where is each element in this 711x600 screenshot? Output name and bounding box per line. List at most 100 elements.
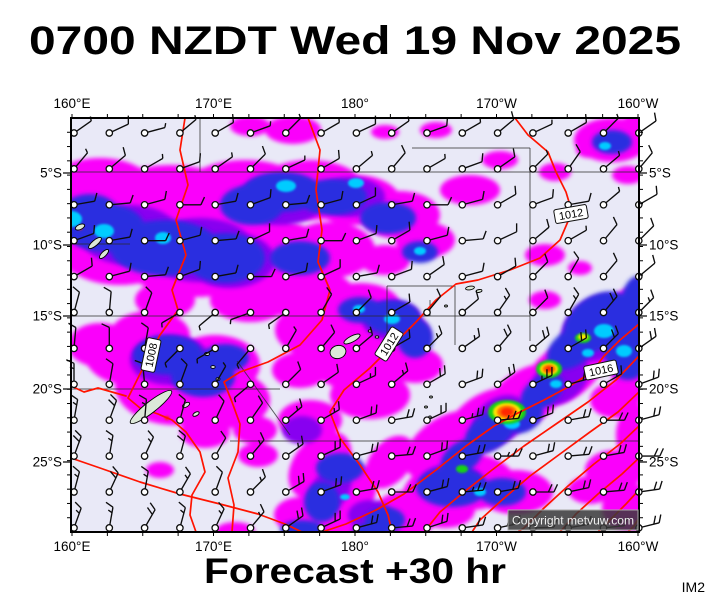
wind-barb <box>211 192 239 209</box>
wind-barb <box>105 147 127 173</box>
wind-barb <box>281 194 311 209</box>
wind-barb <box>281 435 304 460</box>
wind-barb <box>211 152 234 173</box>
wind-barb <box>105 228 133 245</box>
wind-barb <box>176 260 202 281</box>
wind-barb <box>103 286 114 317</box>
wind-barb <box>529 326 550 353</box>
wind-barb <box>352 366 377 389</box>
wind-barb <box>352 479 380 496</box>
wind-barb <box>352 289 372 317</box>
wind-barb <box>70 148 89 173</box>
wind-barb <box>458 327 481 353</box>
wind-barb <box>105 393 118 425</box>
wind-barb <box>176 153 202 173</box>
wind-barb <box>317 190 344 209</box>
wind-barb <box>387 293 411 317</box>
wind-barb <box>458 153 484 173</box>
pressure-label: 1008 <box>140 337 162 373</box>
wind-barb <box>317 476 343 496</box>
wind-barb <box>281 155 306 173</box>
wind-barb <box>105 429 114 460</box>
wind-barb <box>423 365 446 389</box>
wind-barb <box>105 194 134 209</box>
copyright-text: Copyright metvuw.com <box>512 514 634 528</box>
wind-barb <box>423 256 445 281</box>
wind-barb <box>140 190 168 209</box>
wind-barb <box>564 479 592 496</box>
wind-barb <box>70 394 79 425</box>
wind-barb <box>317 438 341 460</box>
wind-barb <box>599 412 629 425</box>
wind-barb <box>529 218 550 245</box>
wind-barb <box>138 394 149 425</box>
wind-barb <box>599 216 618 245</box>
wind-barb <box>246 503 265 532</box>
wind-barb <box>317 324 336 353</box>
wind-barb <box>423 226 450 245</box>
wind-barb <box>423 402 447 425</box>
wind-barb <box>529 404 555 425</box>
wind-barb <box>352 513 379 532</box>
wind-barb <box>599 444 628 460</box>
page-title: 0700 NZDT Wed 19 Nov 2025 <box>29 19 681 63</box>
wind-barb <box>281 361 302 389</box>
wind-barb <box>246 268 276 281</box>
wind-barb <box>599 150 621 173</box>
wind-barb <box>493 223 518 245</box>
y-axis-label-right: 5°S <box>649 166 671 181</box>
wind-barb <box>140 232 170 245</box>
wind-barb <box>529 149 549 173</box>
wind-barb <box>352 326 374 353</box>
x-axis-label-top: 170°W <box>476 96 517 111</box>
wind-barb <box>140 430 155 460</box>
wind-barb <box>246 468 266 496</box>
x-axis-label-bottom: 160°E <box>54 539 91 554</box>
x-axis-label-bottom: 170°W <box>476 539 517 554</box>
wind-barb <box>529 119 553 137</box>
wind-barb <box>599 481 628 496</box>
svg-text:1016: 1016 <box>588 363 614 380</box>
wind-barb <box>387 192 416 209</box>
wind-barb <box>211 465 224 496</box>
wind-barb <box>317 286 333 317</box>
wind-barb <box>493 363 516 389</box>
wind-barb <box>246 395 264 425</box>
wind-barb <box>176 226 203 245</box>
wind-barb <box>493 448 523 460</box>
axis-labels: 160°E 160°E 170°E 170°E 180° 180° 170°W 170°W 16… <box>33 96 679 554</box>
x-axis-label-bottom: 170°E <box>195 539 232 554</box>
wind-barb <box>493 287 511 317</box>
wind-barb <box>281 228 310 245</box>
wind-barb <box>352 115 377 137</box>
wind-barb <box>105 115 130 137</box>
wind-barb <box>564 143 581 173</box>
wind-barb <box>281 326 297 353</box>
y-axis-label-right: 15°S <box>649 309 678 324</box>
wind-barb <box>458 481 487 496</box>
wind-barb <box>229 308 255 325</box>
x-axis-label-top: 180° <box>341 96 369 111</box>
map-generated-layers: 1008 101210121016160°E160°E170°E170°E180°… <box>33 96 679 554</box>
svg-text:1008: 1008 <box>144 342 161 368</box>
wind-barb <box>176 429 186 460</box>
wind-barb <box>140 123 167 137</box>
wind-barb <box>529 366 553 389</box>
wind-barb <box>317 232 347 245</box>
wind-barb <box>387 408 416 425</box>
wind-barb <box>352 187 377 209</box>
y-axis-label-right: 25°S <box>649 455 678 470</box>
wind-barb <box>493 324 512 353</box>
wind-barb <box>211 264 239 281</box>
wind-barb <box>423 325 443 353</box>
wind-barb <box>317 401 340 425</box>
wind-barb <box>233 380 255 403</box>
x-axis-label-top: 170°E <box>195 96 232 111</box>
wind-barb <box>458 368 484 389</box>
y-axis-label-left: 20°S <box>33 382 62 397</box>
wind-barb <box>164 344 184 368</box>
pressure-label: 1016 <box>583 359 619 381</box>
wind-barb <box>387 260 413 281</box>
wind-barb <box>236 344 255 369</box>
wind-barb <box>493 185 517 209</box>
